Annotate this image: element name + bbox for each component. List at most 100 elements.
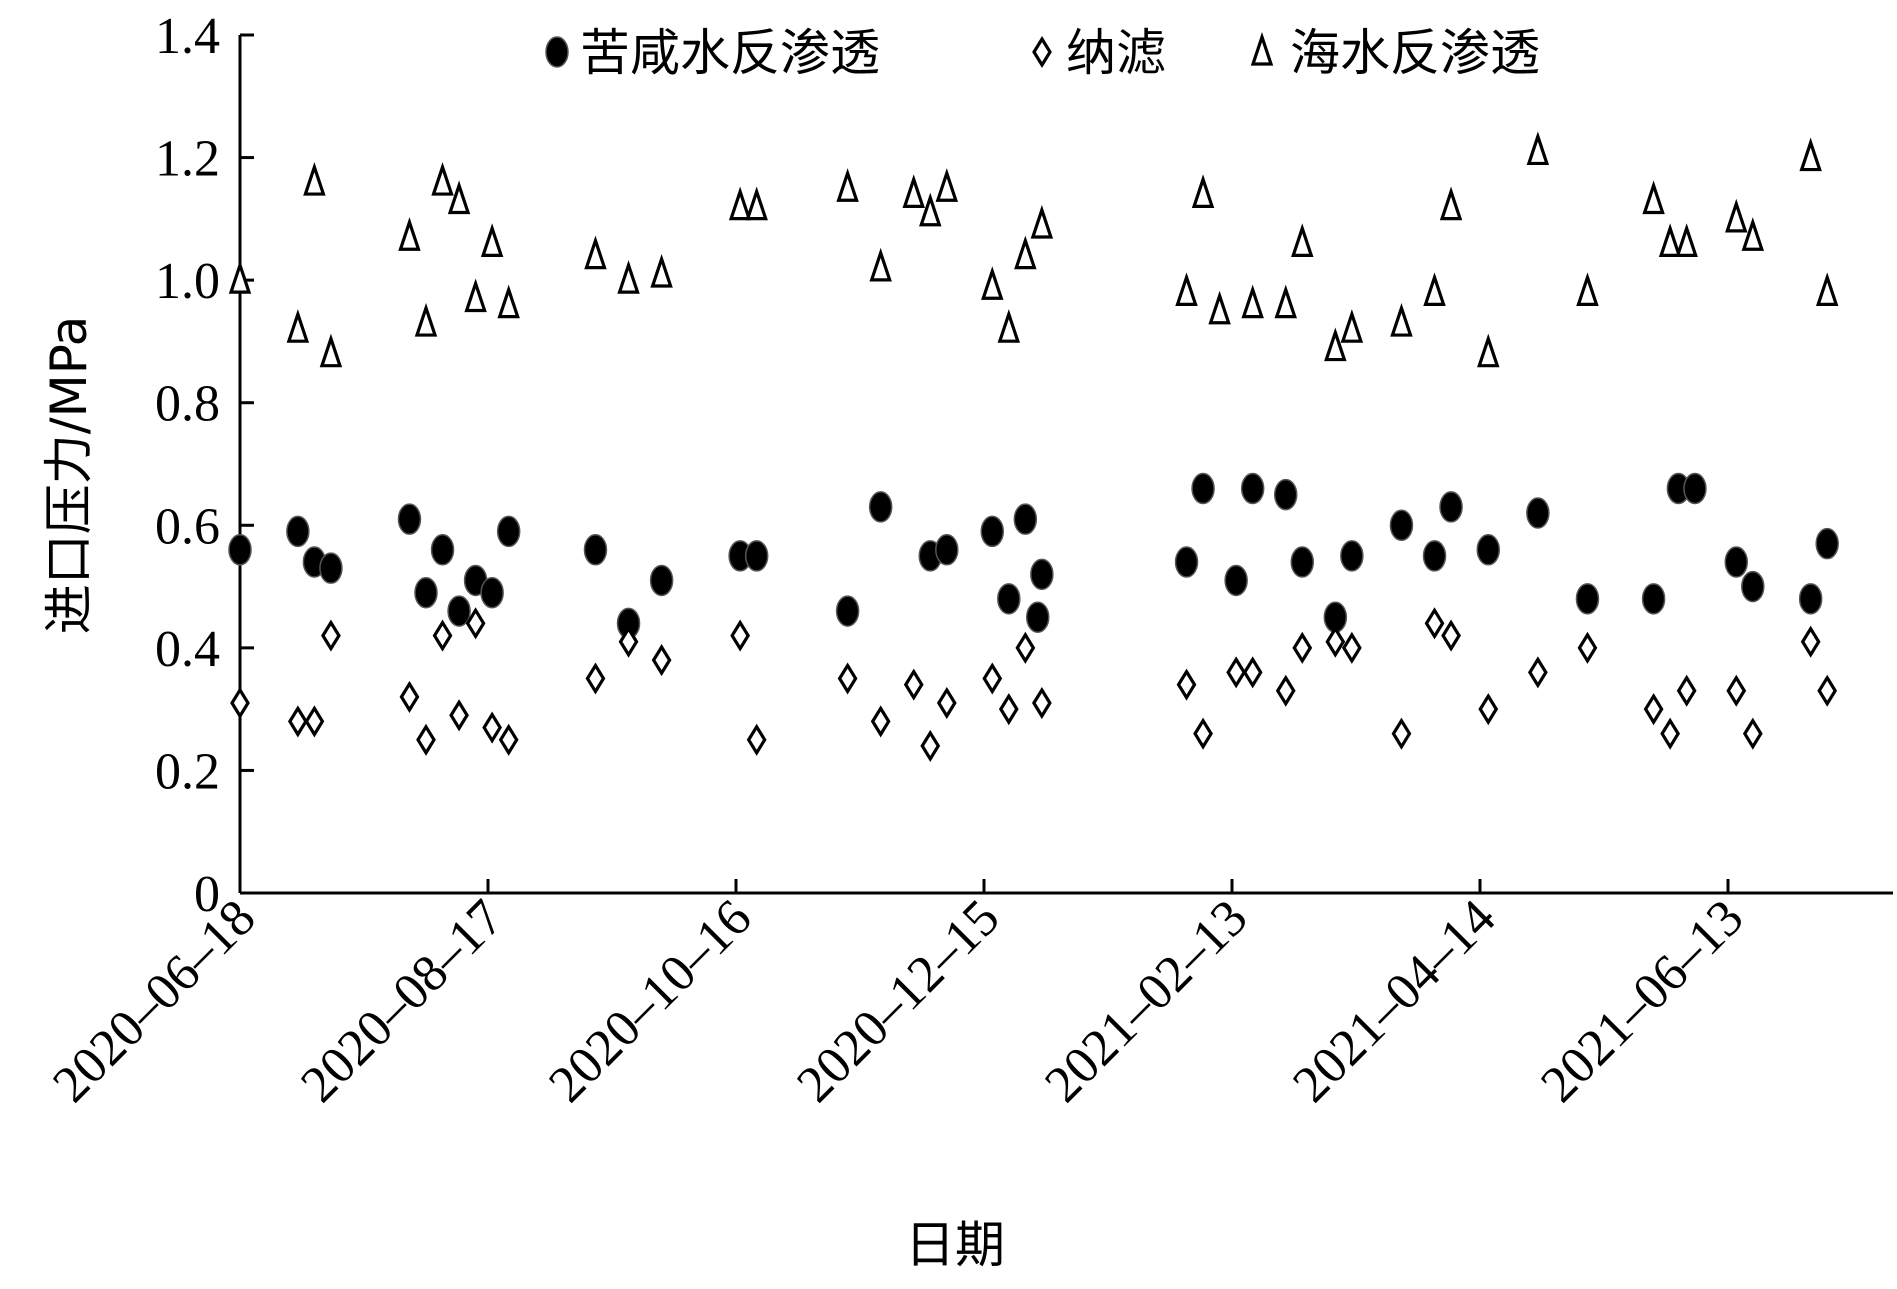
x-tick-label: 2021–04–14	[1282, 889, 1506, 1113]
point-diamond	[837, 662, 858, 695]
point-triangle	[1241, 284, 1264, 319]
point-triangle	[1291, 223, 1314, 257]
point-circle	[430, 534, 455, 566]
point-triangle	[1815, 272, 1839, 306]
point-circle	[1290, 546, 1315, 578]
series-circle	[228, 472, 1839, 640]
point-diamond	[416, 723, 436, 756]
point-circle	[1030, 558, 1054, 591]
point-triangle	[728, 186, 752, 221]
point-diamond	[1325, 625, 1346, 658]
x-tick-label: 2021–06–13	[1530, 889, 1754, 1113]
point-circle	[1741, 570, 1765, 603]
point-triangle	[447, 180, 471, 215]
point-triangle	[836, 168, 859, 202]
point-diamond	[1478, 693, 1499, 726]
point-circle	[868, 491, 893, 523]
point-circle	[1240, 472, 1265, 505]
point-circle	[480, 576, 504, 609]
point-diamond	[998, 693, 1019, 726]
point-triangle	[1340, 309, 1364, 343]
point-circle	[649, 564, 674, 597]
point-triangle	[919, 192, 942, 227]
point-diamond	[465, 607, 486, 640]
point-triangle	[1477, 333, 1500, 368]
point-diamond	[870, 705, 891, 738]
point-diamond	[399, 680, 420, 713]
point-circle	[447, 595, 471, 627]
point-triangle	[303, 162, 326, 196]
point-triangle	[981, 266, 1004, 300]
point-diamond	[1424, 607, 1445, 640]
point-circle	[545, 36, 569, 68]
point-diamond	[1577, 631, 1598, 664]
point-diamond	[1676, 674, 1697, 707]
point-diamond	[1391, 717, 1412, 750]
point-diamond	[1726, 674, 1747, 707]
point-circle	[1798, 583, 1823, 615]
legend-item: 纳滤	[1032, 24, 1166, 82]
legend: 苦咸水反渗透 纳滤 海水反渗透	[545, 24, 1540, 82]
point-circle	[414, 576, 438, 609]
point-triangle	[1658, 223, 1682, 257]
point-triangle	[1191, 174, 1215, 208]
point-circle	[1191, 472, 1215, 505]
point-circle	[935, 534, 959, 566]
point-circle	[397, 503, 422, 535]
point-diamond	[432, 619, 453, 652]
point-circle	[744, 540, 769, 572]
point-circle	[1724, 546, 1749, 578]
point-diamond	[1242, 656, 1263, 689]
point-diamond	[1292, 631, 1313, 664]
point-circle	[286, 515, 310, 548]
point-circle	[1389, 509, 1414, 542]
point-circle	[1025, 601, 1050, 633]
point-circle	[1422, 540, 1447, 572]
point-triangle	[398, 217, 421, 251]
axes	[238, 35, 1893, 895]
point-circle	[1174, 546, 1199, 578]
y-axis-ticks: 0 0.2 0.4 0.6 0.8 1.0 1.2 1.4	[155, 8, 254, 923]
point-diamond	[982, 662, 1003, 695]
point-diamond	[230, 686, 250, 720]
point-triangle	[745, 186, 768, 221]
point-circle	[1224, 564, 1248, 597]
legend-label: 海水反渗透	[1290, 24, 1540, 82]
legend-item: 苦咸水反渗透	[545, 24, 880, 82]
point-circle	[1526, 497, 1550, 529]
y-tick-label: 0	[194, 866, 220, 923]
point-triangle	[1390, 302, 1413, 337]
point-diamond	[618, 625, 639, 658]
point-triangle	[1799, 137, 1822, 172]
x-tick-label: 2020–10–16	[538, 889, 762, 1113]
point-circle	[1815, 527, 1839, 560]
point-triangle	[1526, 131, 1550, 166]
point-triangle	[464, 278, 487, 313]
point-triangle	[1250, 31, 1274, 66]
x-axis-ticks: 2020–06–18 2020–08–17 2020–10–16 2020–12–15…	[42, 879, 1754, 1113]
point-diamond	[1817, 674, 1838, 707]
point-triangle	[1741, 217, 1765, 251]
series-diamond	[230, 607, 1838, 762]
legend-label: 纳滤	[1066, 24, 1166, 82]
point-diamond	[651, 644, 672, 677]
point-triangle	[228, 260, 252, 294]
y-tick-label: 0.4	[155, 621, 220, 678]
point-diamond	[585, 662, 606, 695]
point-diamond	[287, 705, 308, 738]
point-triangle	[902, 174, 925, 208]
y-tick-label: 0.8	[155, 376, 220, 433]
point-diamond	[1441, 619, 1461, 652]
point-triangle	[584, 235, 607, 270]
data-points	[228, 131, 1839, 762]
point-diamond	[482, 711, 503, 744]
point-triangle	[869, 247, 892, 282]
legend-label: 苦咸水反渗透	[580, 24, 880, 82]
y-tick-label: 0.2	[155, 743, 220, 800]
point-diamond	[498, 723, 519, 756]
point-triangle	[1439, 186, 1463, 221]
point-circle	[997, 583, 1021, 615]
point-circle	[1013, 503, 1038, 535]
point-diamond	[1800, 625, 1821, 658]
